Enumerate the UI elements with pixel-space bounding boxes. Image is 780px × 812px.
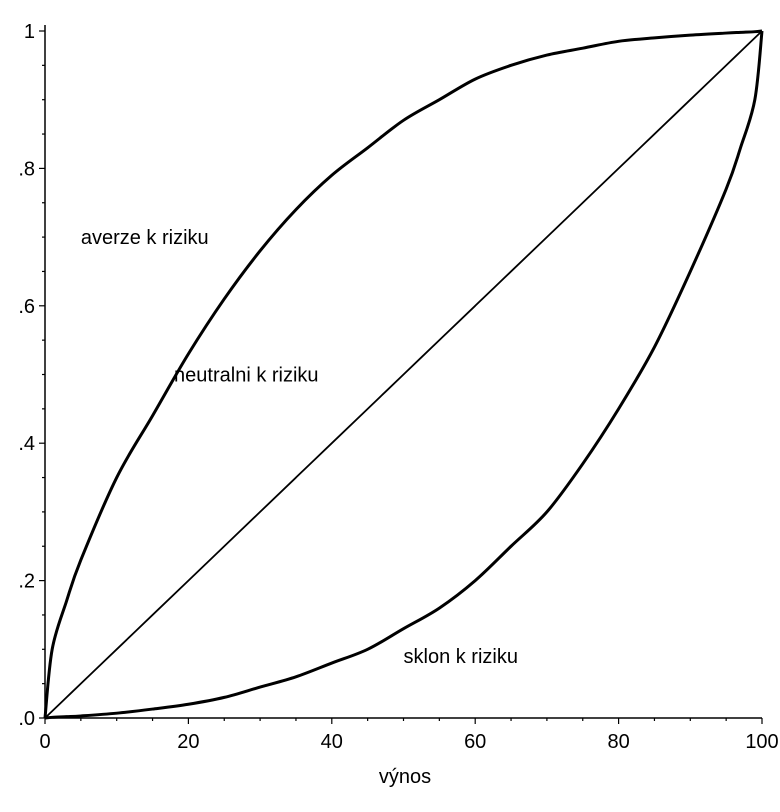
x-tick-label: 20	[177, 731, 199, 753]
axes: 0 20 40 60 80 100 .0 .2 .4 .6 .8 1	[18, 21, 778, 753]
series-layer	[43, 29, 764, 720]
y-tick-label: .4	[18, 433, 35, 455]
x-tick-label: 40	[321, 731, 343, 753]
annotations: averze k riziku neutralni k riziku sklon k…	[81, 227, 518, 668]
x-axis-label: výnos	[379, 766, 431, 788]
x-tick-label: 60	[464, 731, 486, 753]
risk-averse-curve	[43, 29, 763, 719]
risk-seeking-curve	[44, 30, 764, 720]
y-tick-label: .8	[18, 158, 35, 180]
y-tick-label: 1	[24, 21, 35, 43]
x-tick-label: 100	[745, 731, 778, 753]
annotation-label: sklon k riziku	[404, 646, 518, 668]
x-tick-label: 80	[607, 731, 629, 753]
annotation-label: neutralni k riziku	[174, 364, 319, 386]
y-tick-label: .0	[18, 708, 35, 730]
risk-neutral-line	[44, 30, 763, 719]
annotation-label: averze k riziku	[81, 227, 209, 249]
x-tick-label: 0	[39, 731, 50, 753]
y-tick-label: .6	[18, 296, 35, 318]
y-tick-label: .2	[18, 571, 35, 593]
